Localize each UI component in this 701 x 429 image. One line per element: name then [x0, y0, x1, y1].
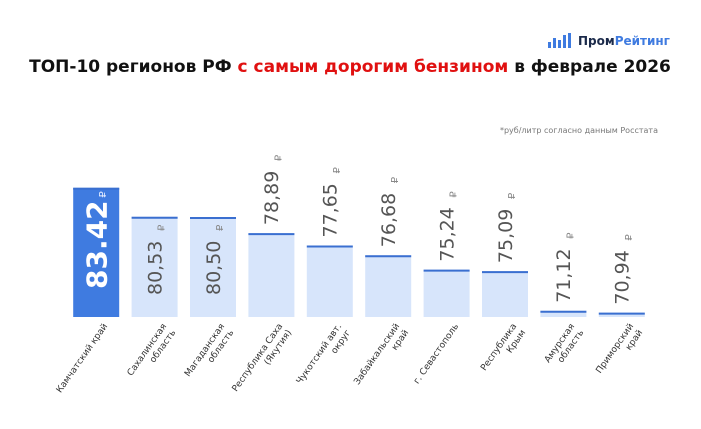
value-label: 83.42: [80, 200, 113, 289]
title-part: с самым дорогим бензином: [238, 57, 509, 77]
currency-symbol: ₽: [215, 224, 226, 231]
value-label: 70,94: [612, 250, 634, 304]
bar: [248, 233, 295, 317]
bar: [540, 310, 587, 317]
currency-symbol: ₽: [273, 154, 284, 161]
value-label: 80,50: [203, 241, 225, 295]
value-label: 75,24: [436, 207, 458, 261]
title-part: в феврале 2026: [508, 57, 671, 77]
currency-symbol: ₽: [507, 192, 518, 199]
bar: [365, 255, 412, 317]
currency-symbol: ₽: [98, 191, 109, 198]
brand-part: Пром: [578, 34, 615, 48]
value-label: 71,12: [553, 248, 575, 302]
bar: [598, 312, 645, 317]
chart-title: ТОП-10 регионов РФ с самым дорогим бензи…: [29, 57, 671, 77]
currency-symbol: ₽: [390, 176, 401, 183]
value-label: 77,65: [320, 183, 342, 237]
bar: [190, 217, 236, 317]
value-label: 75,09: [495, 209, 517, 263]
value-label: 80,53: [144, 241, 166, 295]
title-part: ТОП-10 регионов РФ: [29, 57, 237, 77]
currency-symbol: ₽: [565, 232, 576, 239]
value-label: 78,89: [261, 171, 283, 225]
brand-part: Рейтинг: [615, 34, 670, 48]
value-label: 76,68: [378, 193, 400, 247]
bar: [131, 216, 178, 317]
bar: [482, 271, 528, 317]
bar: [423, 269, 470, 317]
currency-symbol: ₽: [449, 191, 460, 198]
brand: ПромРейтинг: [578, 34, 670, 48]
currency-symbol: ₽: [332, 167, 343, 174]
bar: [306, 245, 353, 317]
logo-icon: [548, 33, 571, 48]
currency-symbol: ₽: [624, 234, 635, 241]
note: *руб/литр согласно данным Росстата: [500, 126, 658, 135]
bar: [73, 187, 120, 317]
currency-symbol: ₽: [157, 224, 168, 231]
